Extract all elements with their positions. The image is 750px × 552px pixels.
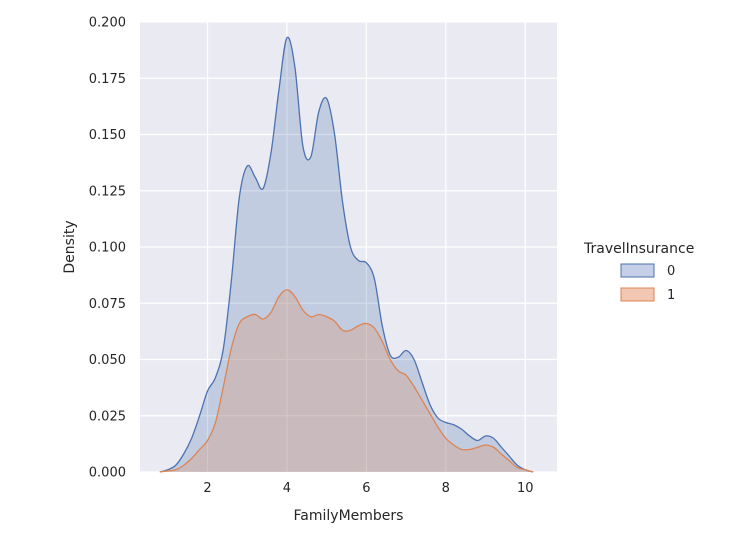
legend-label-1: 1	[667, 288, 675, 303]
legend-swatch-1	[620, 287, 655, 302]
legend-label-0: 0	[667, 264, 675, 279]
y-tick-label: 0.050	[89, 353, 126, 368]
x-tick-label: 6	[362, 481, 370, 496]
x-tick-label: 10	[517, 481, 534, 496]
y-tick-label: 0.125	[89, 184, 126, 199]
y-tick-label: 0.075	[89, 297, 126, 312]
grid-lines	[140, 21, 557, 473]
legend: TravelInsurance 0 1	[583, 241, 694, 303]
x-axis-label: FamilyMembers	[294, 508, 404, 524]
y-tick-label: 0.025	[89, 409, 126, 424]
y-tick-label: 0.100	[89, 241, 126, 256]
density-line-1	[159, 289, 534, 473]
x-tick-label: 8	[442, 481, 450, 496]
density-area-1	[159, 289, 534, 472]
y-tick-label: 0.000	[89, 466, 126, 481]
legend-swatch-0	[620, 263, 655, 278]
density-area-0	[159, 37, 534, 473]
y-tick-label: 0.200	[89, 16, 126, 31]
y-tick-label: 0.175	[89, 72, 126, 87]
x-tick-label: 2	[203, 481, 211, 496]
legend-title: TravelInsurance	[583, 241, 694, 257]
density-areas	[159, 36, 534, 473]
y-axis-ticks: 0.000 0.025 0.050 0.075 0.100 0.125 0.150 0.175…	[89, 16, 126, 481]
x-axis-ticks: 2 4 6 8 10	[203, 481, 533, 496]
y-tick-label: 0.150	[89, 128, 126, 143]
y-axis-label: Density	[62, 220, 78, 273]
x-tick-label: 4	[283, 481, 291, 496]
density-line-0	[159, 36, 534, 473]
